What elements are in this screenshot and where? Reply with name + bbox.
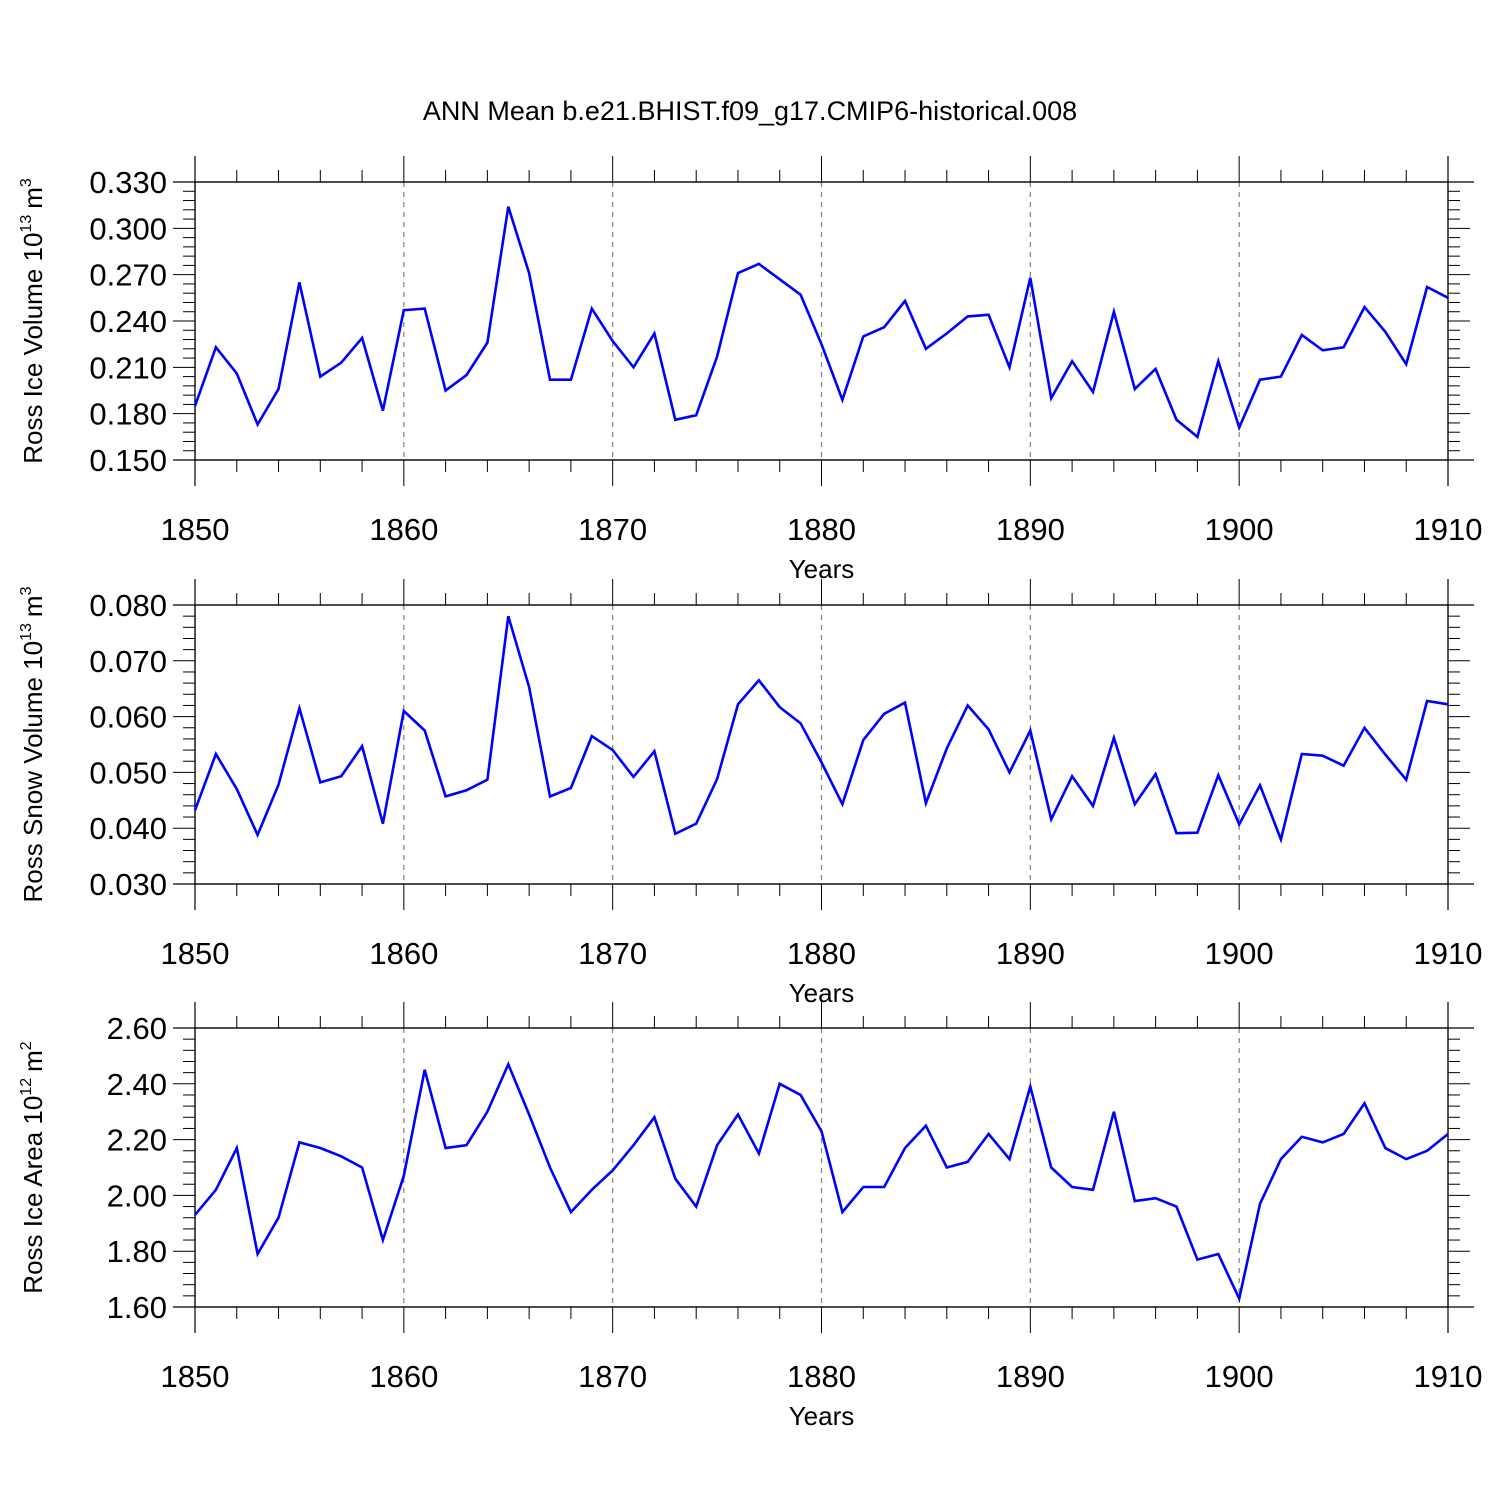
y-axis-label-unit-exponent: 3 <box>18 586 35 595</box>
y-axis-label: Ross Ice Volume 1013 m3 <box>18 178 48 464</box>
y-axis-label-text: Ross Ice Area 10 <box>18 1096 48 1294</box>
x-tick-label: 1900 <box>1205 512 1274 547</box>
x-tick-label: 1890 <box>996 936 1065 971</box>
x-tick-label: 1850 <box>161 936 230 971</box>
x-axis-label: Years <box>789 1401 855 1431</box>
x-tick-label: 1900 <box>1205 936 1274 971</box>
x-tick-label: 1870 <box>578 936 647 971</box>
y-axis-label-unit: m <box>18 595 48 617</box>
y-axis-label-unit: m <box>18 1050 48 1072</box>
y-tick-label: 2.60 <box>107 1011 167 1046</box>
x-tick-label: 1890 <box>996 512 1065 547</box>
x-tick-label: 1850 <box>161 1359 230 1394</box>
panel-1: 0.150 0.180 0.210 0.240 0.270 0.300 0.330 1850 1… <box>18 156 1482 584</box>
x-tick-label: 1860 <box>369 1359 438 1394</box>
y-tick-label: 0.330 <box>89 165 167 200</box>
x-tick-label: 1860 <box>369 512 438 547</box>
y-tick-label: 2.40 <box>107 1067 167 1102</box>
x-tick-label: 1870 <box>578 1359 647 1394</box>
x-tick-label: 1870 <box>578 512 647 547</box>
y-tick-label: 0.270 <box>89 258 167 293</box>
panel-3: 1.60 1.80 2.00 2.20 2.40 2.60 1850 1860 1870 1880… <box>18 1002 1482 1431</box>
y-tick-label: 0.030 <box>89 867 167 902</box>
y-tick-label: 1.80 <box>107 1234 167 1269</box>
y-tick-label: 0.060 <box>89 700 167 735</box>
y-tick-label: 0.300 <box>89 211 167 246</box>
y-axis-label-unit-exponent: 2 <box>18 1041 35 1050</box>
y-axis-label-exponent: 13 <box>18 623 35 641</box>
y-axis-label: Ross Snow Volume 1013 m3 <box>18 586 48 902</box>
y-tick-label: 0.080 <box>89 588 167 623</box>
y-tick-label: 0.210 <box>89 350 167 385</box>
x-tick-label: 1860 <box>369 936 438 971</box>
series-line <box>193 615 1449 844</box>
x-tick-label: 1880 <box>787 1359 856 1394</box>
series-line <box>193 206 1449 440</box>
x-tick-label: 1890 <box>996 1359 1065 1394</box>
x-tick-label: 1910 <box>1414 936 1483 971</box>
y-axis-label-text: Ross Ice Volume 10 <box>18 233 48 464</box>
y-tick-label: 0.040 <box>89 811 167 846</box>
y-axis-label: Ross Ice Area 1012 m2 <box>18 1041 48 1293</box>
series-line <box>194 1060 1449 1303</box>
y-axis-label-text: Ross Snow Volume 10 <box>18 641 48 903</box>
y-axis-label-exponent: 13 <box>18 215 35 233</box>
y-tick-label: 0.050 <box>89 755 167 790</box>
y-tick-label: 2.20 <box>107 1123 167 1158</box>
x-tick-label: 1900 <box>1205 1359 1274 1394</box>
x-tick-label: 1880 <box>787 512 856 547</box>
y-tick-label: 0.180 <box>89 397 167 432</box>
panel-2: 0.030 0.040 0.050 0.060 0.070 0.080 1850 1860 18… <box>18 579 1482 1008</box>
y-tick-label: 1.60 <box>107 1290 167 1325</box>
y-tick-label: 0.240 <box>89 304 167 339</box>
x-tick-label: 1850 <box>161 512 230 547</box>
y-axis-label-exponent: 12 <box>18 1078 35 1096</box>
x-tick-label: 1880 <box>787 936 856 971</box>
y-tick-label: 2.00 <box>107 1178 167 1213</box>
y-axis-label-unit: m <box>18 187 48 209</box>
y-tick-label: 0.150 <box>89 443 167 478</box>
y-tick-label: 0.070 <box>89 644 167 679</box>
figure-title: ANN Mean b.e21.BHIST.f09_g17.CMIP6-histo… <box>423 96 1077 126</box>
x-tick-label: 1910 <box>1414 1359 1483 1394</box>
y-axis-label-unit-exponent: 3 <box>18 178 35 187</box>
x-tick-label: 1910 <box>1414 512 1483 547</box>
